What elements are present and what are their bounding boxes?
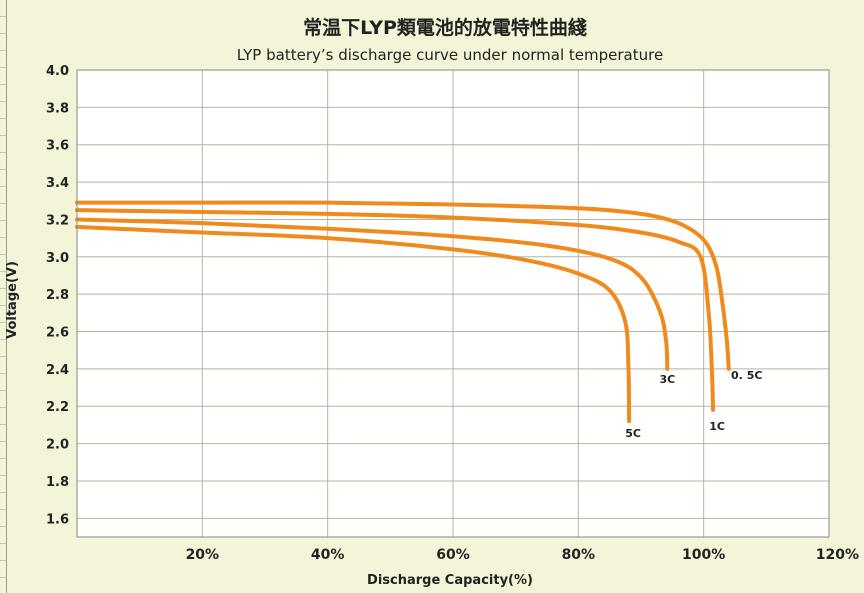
y-tick-label: 3.4 <box>46 176 69 191</box>
series-label: 0. 5C <box>731 369 762 382</box>
y-tick-label: 1.8 <box>46 475 69 490</box>
series-line <box>75 208 716 412</box>
y-tick-label: 1.6 <box>46 512 69 527</box>
x-tick-label: 100% <box>682 547 725 563</box>
x-axis-label: Discharge Capacity(%) <box>367 573 533 588</box>
series-layer: 0. 5C 1C 3C 5C <box>75 200 762 440</box>
y-tick-label: 3.6 <box>46 139 69 154</box>
y-tick-label: 4.0 <box>46 64 69 79</box>
chart-title: 常温下LYP類電池的放電特性曲綫 <box>303 16 587 39</box>
x-tick-label: 40% <box>311 547 345 563</box>
y-tick-label: 3.8 <box>46 101 69 116</box>
x-tick-label: 120% <box>816 547 859 563</box>
chart-subtitle: LYP battery’s discharge curve under norm… <box>237 46 663 64</box>
series-line <box>75 224 632 424</box>
series-label: 5C <box>625 427 641 440</box>
x-tick-label: 60% <box>436 547 470 563</box>
series-line <box>75 200 731 371</box>
y-tick-label: 2.4 <box>46 363 69 378</box>
page-edge-strip <box>0 0 7 593</box>
y-tick-label: 3.2 <box>46 213 69 228</box>
series-line <box>75 217 670 371</box>
x-tick-label: 80% <box>562 547 596 563</box>
y-tick-label: 3.0 <box>46 251 69 266</box>
plot-border <box>76 69 830 538</box>
y-tick-label: 2.0 <box>46 438 69 453</box>
x-tick-label: 20% <box>186 547 220 563</box>
y-axis-label: Voltage(V) <box>5 261 20 339</box>
series-label: 3C <box>659 373 675 386</box>
axis-layer: 1.6 1.8 2.0 2.2 2.4 2.6 2.8 3.0 3.2 3.4 3.6 3.8 4.0 2… <box>46 64 859 563</box>
y-tick-label: 2.2 <box>46 400 69 415</box>
y-tick-label: 2.8 <box>46 288 69 303</box>
y-tick-label: 2.6 <box>46 326 69 341</box>
series-label: 1C <box>709 420 725 433</box>
